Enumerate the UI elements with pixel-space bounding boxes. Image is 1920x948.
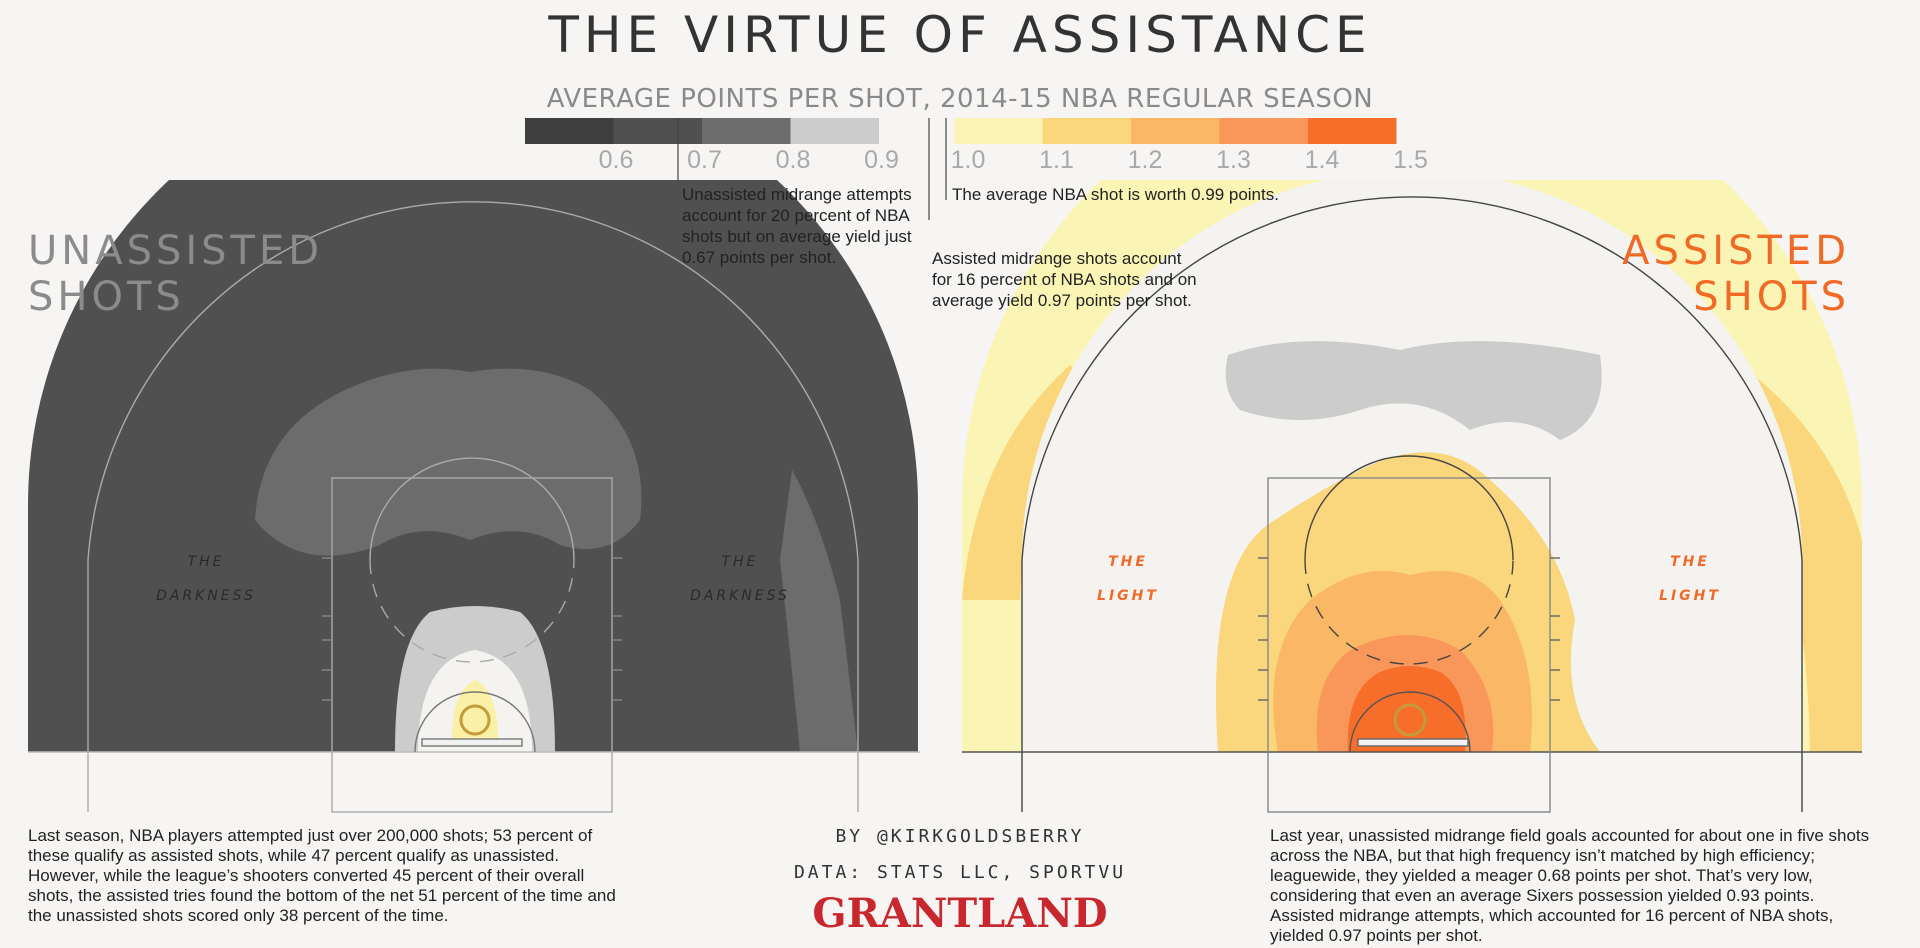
unassisted-panel-title: UNASSISTED SHOTS — [28, 228, 323, 320]
annotation-unassisted-midrange: Unassisted midrange attempts account for… — [682, 185, 912, 267]
legend-tick-label: 0.7 — [687, 146, 722, 174]
legend-tick-label: 0.8 — [776, 146, 811, 174]
page-title: THE VIRTUE OF ASSISTANCE — [548, 6, 1372, 64]
legend-tick-label: 1.2 — [1128, 146, 1163, 174]
zone-label-right-2: DARKNESS — [690, 588, 790, 604]
byline: BY @KIRKGOLDSBERRY — [835, 826, 1085, 847]
data-source: DATA: STATS LLC, SPORTVU — [793, 862, 1127, 883]
legend-tick-label: 0.6 — [599, 146, 634, 174]
left-body-text: Last season, NBA players attempted just … — [28, 826, 616, 925]
zone-label-left-1: THE — [1108, 554, 1148, 570]
grantland-logo: GRANTLAND — [812, 890, 1108, 937]
legend-tick-label: 1.3 — [1216, 146, 1251, 174]
assisted-zone-labels: THE LIGHT THE LIGHT — [1097, 554, 1721, 604]
legend-bin — [525, 118, 614, 144]
annotation-assisted-midrange: Assisted midrange shots account for 16 p… — [932, 249, 1197, 310]
annotation-average-shot: The average NBA shot is worth 0.99 point… — [952, 185, 1279, 204]
legend-bin — [1308, 118, 1397, 144]
zone-label-right-1: THE — [1670, 554, 1710, 570]
legend-tick-label: 0.9 — [864, 146, 899, 174]
assisted-title-line-1: ASSISTED — [1622, 228, 1850, 274]
zone-label-left-1: THE — [188, 554, 225, 570]
legend-tick-label: 1.1 — [1039, 146, 1074, 174]
zone-label-right-1: THE — [722, 554, 759, 570]
legend-bin — [954, 118, 1043, 144]
legend-unassisted-scale: 0.6 0.7 0.8 0.9 — [525, 118, 899, 174]
assisted-top-of-key — [1225, 341, 1602, 440]
legend-bin — [702, 118, 791, 144]
assisted-wing-right — [1690, 345, 1862, 752]
legend-bin — [790, 118, 879, 144]
unassisted-corner-dark — [780, 470, 858, 752]
legend-bin — [613, 118, 702, 144]
assisted-court — [962, 180, 1862, 752]
legend-bin — [1131, 118, 1220, 144]
zone-label-right-2: LIGHT — [1659, 588, 1721, 604]
assisted-at-rim — [1347, 666, 1466, 752]
unassisted-court-lines — [28, 201, 920, 813]
unassisted-title-line-2: SHOTS — [28, 274, 185, 320]
color-legend: 0.6 0.7 0.8 0.9 1.0 1.1 1.2 1.3 1.4 1.5 — [525, 118, 1428, 220]
right-body-text: Last year, unassisted midrange field goa… — [1270, 826, 1870, 945]
zone-label-left-2: DARKNESS — [156, 588, 256, 604]
assisted-panel-title: ASSISTED SHOTS — [1622, 228, 1850, 320]
legend-bin — [1042, 118, 1131, 144]
legend-tick-label: 1.5 — [1393, 146, 1428, 174]
unassisted-zone-labels: THE DARKNESS THE DARKNESS — [156, 554, 790, 604]
zone-label-left-2: LIGHT — [1097, 588, 1159, 604]
legend-bin — [1219, 118, 1308, 144]
legend-tick-label: 1.0 — [951, 146, 986, 174]
unassisted-upper-midrange — [255, 368, 642, 556]
unassisted-title-line-1: UNASSISTED — [28, 228, 324, 274]
chart-subtitle: AVERAGE POINTS PER SHOT, 2014-15 NBA REG… — [546, 84, 1374, 114]
assisted-title-line-2: SHOTS — [1693, 274, 1850, 320]
legend-tick-label: 1.4 — [1305, 146, 1340, 174]
assisted-court-lines — [962, 196, 1862, 813]
legend-assisted-scale: 1.0 1.1 1.2 1.3 1.4 1.5 — [951, 118, 1428, 174]
unassisted-court — [28, 180, 918, 752]
